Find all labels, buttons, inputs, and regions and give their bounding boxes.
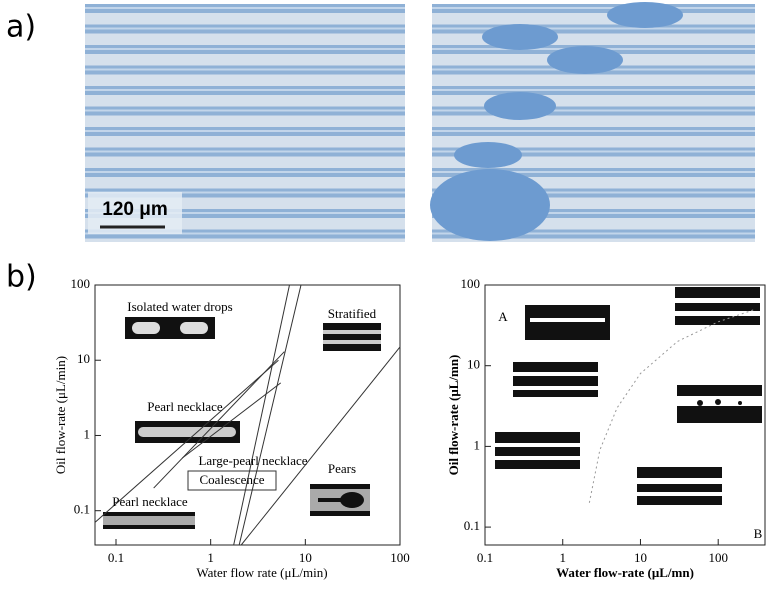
annotation-box: [187, 470, 277, 491]
series-line: [240, 346, 401, 546]
plot-frame: [94, 284, 401, 546]
annotation: Coalescence: [200, 472, 265, 487]
micrograph: 120 μm: [85, 4, 405, 242]
y-tick-label: 1: [474, 437, 481, 452]
y-tick-label: 0.1: [74, 502, 90, 517]
x-tick-label: 10: [299, 550, 312, 565]
annotation: Pears: [328, 461, 356, 476]
panel-label: b): [6, 260, 37, 295]
plot-frame: [484, 284, 766, 546]
x-tick-label: 0.1: [477, 550, 493, 565]
series-line: [238, 284, 302, 546]
y-axis-title: Oil flow-rate (μL/mn): [446, 355, 461, 476]
scale-bar-label: 120 μm: [102, 199, 168, 220]
x-axis-title: Water flow-rate (μL/mn): [556, 565, 694, 580]
series-line: [94, 359, 279, 523]
x-tick-label: 10: [634, 550, 647, 565]
annotation: Pearl necklace: [147, 399, 223, 414]
y-axis-title: Oil flow-rate (μL/min): [53, 356, 68, 474]
micrograph: [430, 2, 755, 242]
annotation: Large-pearl necklace: [198, 453, 307, 468]
x-tick-label: 1: [559, 550, 566, 565]
x-tick-label: 0.1: [108, 550, 124, 565]
insets: [103, 287, 762, 529]
series-line: [153, 351, 285, 489]
series-line: [233, 284, 290, 546]
annotation: A: [498, 309, 508, 324]
panel-label: a): [6, 10, 36, 45]
y-tick-label: 1: [84, 426, 91, 441]
annotation: B: [754, 526, 763, 541]
series-line: [181, 382, 282, 459]
x-tick-label: 100: [708, 550, 728, 565]
annotation: Pearl necklace: [112, 494, 188, 509]
x-axis-title: Water flow rate (μL/min): [196, 565, 327, 580]
x-tick-label: 1: [207, 550, 214, 565]
x-tick-label: 100: [390, 550, 410, 565]
y-tick-label: 10: [467, 357, 480, 372]
y-tick-label: 0.1: [464, 518, 480, 533]
y-tick-label: 100: [71, 276, 91, 291]
annotation: Isolated water drops: [127, 299, 232, 314]
series-line: [588, 308, 756, 503]
y-tick-label: 10: [77, 351, 90, 366]
y-tick-label: 100: [461, 276, 481, 291]
annotation: Stratified: [328, 306, 377, 321]
